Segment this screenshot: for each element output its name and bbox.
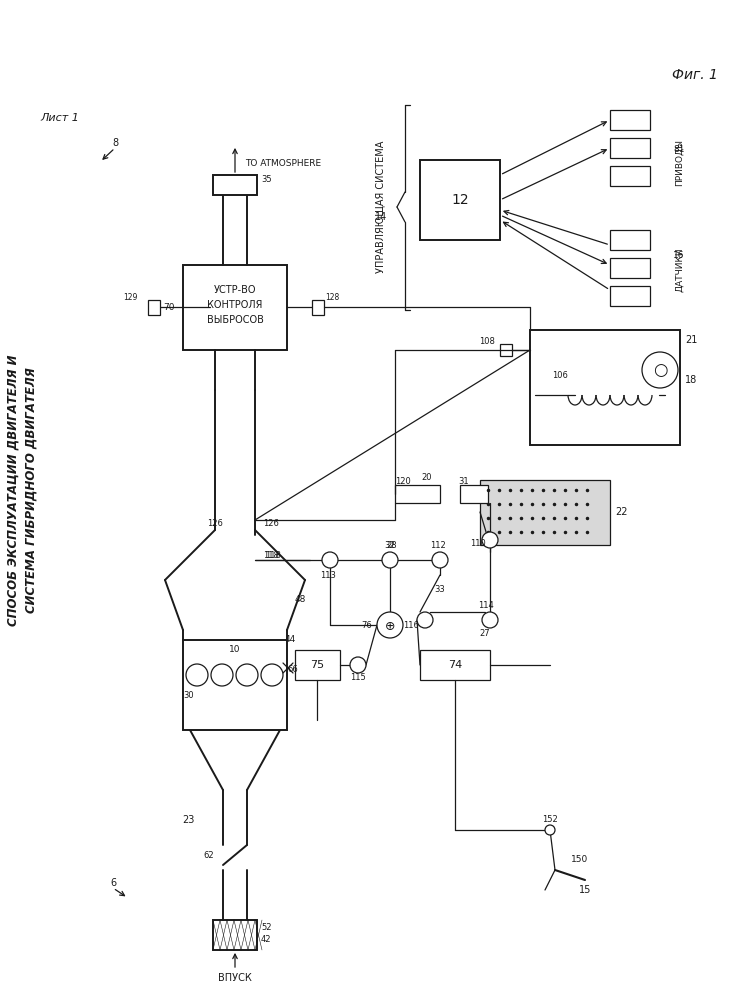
- Text: 52: 52: [261, 922, 271, 932]
- Text: 62: 62: [204, 850, 214, 859]
- Bar: [213, 920, 257, 950]
- Text: Фиг. 1: Фиг. 1: [672, 68, 718, 82]
- Text: ⊕: ⊕: [385, 620, 395, 634]
- Bar: [610, 110, 650, 130]
- Text: ВЫБРОСОВ: ВЫБРОСОВ: [207, 315, 264, 325]
- Bar: [395, 485, 440, 503]
- Text: 28: 28: [386, 542, 397, 550]
- Text: ○: ○: [653, 361, 667, 379]
- Text: 76: 76: [361, 620, 372, 630]
- Bar: [460, 485, 488, 503]
- Text: 113: 113: [320, 570, 336, 580]
- Bar: [610, 230, 650, 250]
- Text: 74: 74: [448, 660, 462, 670]
- Bar: [530, 330, 680, 445]
- Bar: [420, 650, 490, 680]
- Text: 108: 108: [479, 338, 495, 347]
- Bar: [610, 286, 650, 306]
- Text: 20: 20: [421, 474, 432, 483]
- Circle shape: [642, 352, 678, 388]
- Bar: [183, 640, 287, 730]
- Circle shape: [322, 552, 338, 568]
- Text: 23: 23: [183, 815, 195, 825]
- Text: 8: 8: [112, 138, 118, 148]
- Text: TO ATMOSPHERE: TO ATMOSPHERE: [245, 158, 321, 167]
- Text: 66: 66: [288, 666, 299, 674]
- Text: 35: 35: [261, 176, 272, 184]
- Text: УСТР-ВО: УСТР-ВО: [214, 285, 256, 295]
- Text: 16: 16: [673, 250, 684, 259]
- Text: 21: 21: [685, 335, 698, 345]
- Text: 126: 126: [263, 518, 279, 528]
- Text: 116: 116: [403, 620, 419, 630]
- Bar: [213, 175, 257, 195]
- Circle shape: [417, 612, 433, 628]
- Text: 118: 118: [263, 550, 279, 560]
- Text: 115: 115: [350, 674, 366, 682]
- Circle shape: [432, 552, 448, 568]
- Text: 120: 120: [395, 477, 411, 486]
- Text: ВПУСК: ВПУСК: [218, 973, 252, 983]
- Text: 129: 129: [123, 294, 138, 302]
- Text: 110: 110: [470, 538, 486, 548]
- Text: 30: 30: [183, 690, 194, 700]
- Bar: [480, 480, 610, 545]
- Text: 15: 15: [579, 885, 591, 895]
- Bar: [610, 138, 650, 158]
- Text: 114: 114: [478, 601, 494, 610]
- Circle shape: [261, 664, 283, 686]
- Text: 31: 31: [458, 477, 469, 486]
- Bar: [610, 166, 650, 186]
- Text: 152: 152: [542, 816, 558, 824]
- Bar: [295, 650, 340, 680]
- Circle shape: [236, 664, 258, 686]
- Text: 150: 150: [571, 856, 588, 864]
- Text: 128: 128: [325, 294, 339, 302]
- Bar: [500, 344, 512, 356]
- Text: 75: 75: [310, 660, 324, 670]
- Circle shape: [211, 664, 233, 686]
- Text: ДАТЧИКИ: ДАТЧИКИ: [675, 248, 684, 292]
- Circle shape: [382, 552, 398, 568]
- Text: 32: 32: [385, 540, 395, 550]
- Text: 126: 126: [207, 518, 223, 528]
- Circle shape: [350, 657, 366, 673]
- Circle shape: [545, 825, 555, 835]
- Bar: [312, 300, 324, 315]
- Text: 22: 22: [615, 507, 628, 517]
- Text: 106: 106: [552, 370, 568, 379]
- Bar: [610, 258, 650, 278]
- Text: 27: 27: [480, 630, 490, 639]
- Circle shape: [482, 532, 498, 548]
- Text: 33: 33: [435, 585, 445, 594]
- Bar: [420, 160, 500, 240]
- Text: 10: 10: [230, 646, 241, 654]
- Text: 18: 18: [685, 375, 697, 385]
- Text: 112: 112: [430, 542, 446, 550]
- Text: 12: 12: [451, 193, 469, 207]
- Text: 118: 118: [265, 550, 281, 560]
- Bar: [183, 265, 287, 350]
- Text: ПРИВОДЫ: ПРИВОДЫ: [675, 139, 684, 186]
- Text: Лист 1: Лист 1: [41, 113, 80, 123]
- Circle shape: [186, 664, 208, 686]
- Text: 70: 70: [163, 302, 175, 312]
- Circle shape: [482, 612, 498, 628]
- Text: УПРАВЛЯЮЩАЯ СИСТЕМА: УПРАВЛЯЮЩАЯ СИСТЕМА: [375, 141, 385, 273]
- Text: 14: 14: [374, 212, 387, 222]
- Text: СПОСОБ ЭКСПЛУАТАЦИИ ДВИГАТЕЛЯ И
СИСТЕМА ГИБРИДНОГО ДВИГАТЕЛЯ: СПОСОБ ЭКСПЛУАТАЦИИ ДВИГАТЕЛЯ И СИСТЕМА …: [7, 354, 37, 626]
- Text: 42: 42: [261, 936, 271, 944]
- Bar: [148, 300, 160, 315]
- Text: 81: 81: [673, 145, 684, 154]
- Text: 44: 44: [285, 636, 296, 645]
- Text: 48: 48: [295, 595, 306, 604]
- Text: 6: 6: [110, 878, 116, 888]
- Text: КОНТРОЛЯ: КОНТРОЛЯ: [207, 300, 263, 310]
- Circle shape: [377, 612, 403, 638]
